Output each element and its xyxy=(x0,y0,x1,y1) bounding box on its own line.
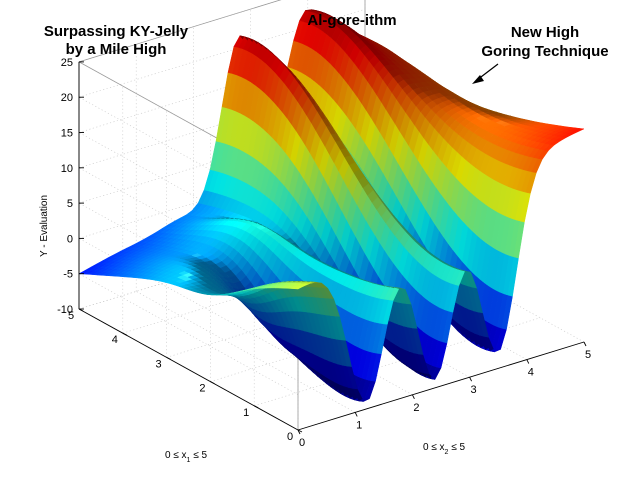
x1-tick-label: 2 xyxy=(199,383,205,395)
z-tick-label: 15 xyxy=(61,128,73,140)
surface-patch xyxy=(572,128,585,132)
x2-tick-label: 1 xyxy=(356,419,362,431)
x1-tick-label: 3 xyxy=(156,358,162,370)
x1-tick-label: 4 xyxy=(112,334,118,346)
z-tick-label: 20 xyxy=(61,92,73,104)
x2-tick-label: 4 xyxy=(528,367,534,379)
x1-tick-label: 5 xyxy=(68,310,74,322)
x1-tick-label: 1 xyxy=(243,407,249,419)
x1-axis-line xyxy=(78,308,299,431)
chart-title: Al-gore-ithm xyxy=(307,12,396,29)
annotation-left-line2: by a Mile High xyxy=(66,41,167,58)
x1-tick-mark xyxy=(122,332,128,336)
x2-tick-label: 2 xyxy=(413,402,419,414)
z-tick-label: 10 xyxy=(61,163,73,175)
x2-tick-label: 5 xyxy=(585,349,591,361)
annotation-right-line2: Goring Technique xyxy=(481,43,608,60)
z-axis-label: Y - Evaluation xyxy=(39,195,50,257)
z-tick-label: 25 xyxy=(61,57,73,69)
x2-axis-line xyxy=(297,341,585,431)
x2-tick-mark xyxy=(411,394,415,400)
x1-tick-mark xyxy=(210,381,215,385)
z-tick-label: -10 xyxy=(57,304,73,316)
x2-tick-label: 3 xyxy=(471,384,477,396)
x1-axis-label: 0 ≤ x1 ≤ 5 xyxy=(165,450,208,464)
x1-tick-mark xyxy=(253,405,259,409)
x2-tick-mark xyxy=(583,341,587,347)
z-tick-label: -5 xyxy=(63,269,73,281)
x1-tick-mark xyxy=(166,356,171,360)
x2-tick-mark xyxy=(297,429,301,435)
x2-tick-label: 0 xyxy=(299,437,305,449)
annotation-arrow xyxy=(472,63,499,84)
z-tick-label: 5 xyxy=(67,198,73,210)
x1-tick-label: 0 xyxy=(287,431,293,443)
x2-tick-mark xyxy=(526,359,530,364)
x2-axis-label: 0 ≤ x2 ≤ 5 xyxy=(423,442,466,456)
z-tick-label: 0 xyxy=(67,233,73,245)
x2-tick-mark xyxy=(469,376,473,382)
annotation-right-line1: New High xyxy=(511,24,579,41)
box-edge xyxy=(78,0,282,63)
surface-layer xyxy=(78,9,585,402)
annotation-left-line1: Surpassing KY-Jelly xyxy=(44,23,189,40)
x2-tick-mark xyxy=(354,412,358,417)
